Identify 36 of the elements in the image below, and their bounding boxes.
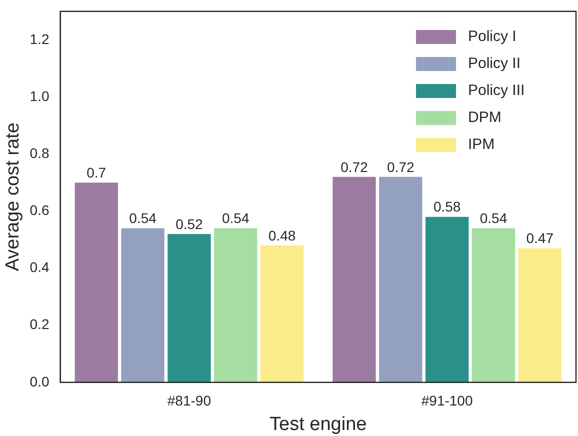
bar	[74, 182, 118, 382]
bar	[379, 176, 422, 382]
bar	[332, 176, 376, 382]
y-tick-label: 1.0	[30, 88, 50, 104]
data-label: 0.54	[222, 210, 250, 226]
x-axis-title: Test engine	[270, 414, 367, 435]
data-label: 0.72	[387, 158, 414, 175]
data-label: 0.54	[129, 210, 157, 226]
y-tick-label: 0.8	[30, 144, 50, 161]
data-label: 0.58	[433, 198, 461, 215]
y-axis-title: Average cost rate	[2, 122, 24, 272]
y-tick-label: 0.2	[30, 316, 50, 332]
data-label: 0.48	[268, 227, 296, 244]
x-tick-label: #81-90	[167, 392, 212, 409]
legend-label: Policy I	[468, 28, 516, 46]
y-tick-label: 0.0	[30, 373, 50, 390]
x-tick-label: #91-100	[421, 392, 473, 409]
legend-label: Policy II	[468, 55, 521, 72]
data-label: 0.54	[480, 210, 508, 226]
bar	[425, 216, 469, 382]
data-label: 0.7	[86, 164, 106, 180]
y-tick-label: 0.6	[30, 202, 50, 218]
bar	[214, 228, 258, 382]
bar	[472, 228, 516, 382]
y-tick-label: 1.2	[30, 30, 50, 47]
data-label: 0.52	[176, 216, 204, 232]
bar	[121, 228, 164, 382]
bar	[518, 248, 562, 382]
bar	[260, 245, 304, 382]
data-label: 0.47	[526, 230, 554, 246]
legend-label: DPM	[468, 109, 502, 126]
y-tick-label: 0.4	[30, 259, 50, 276]
bar	[168, 234, 211, 382]
legend-label: IPM	[468, 136, 495, 154]
data-label: 0.72	[340, 158, 368, 175]
legend-label: Policy III	[468, 82, 525, 100]
